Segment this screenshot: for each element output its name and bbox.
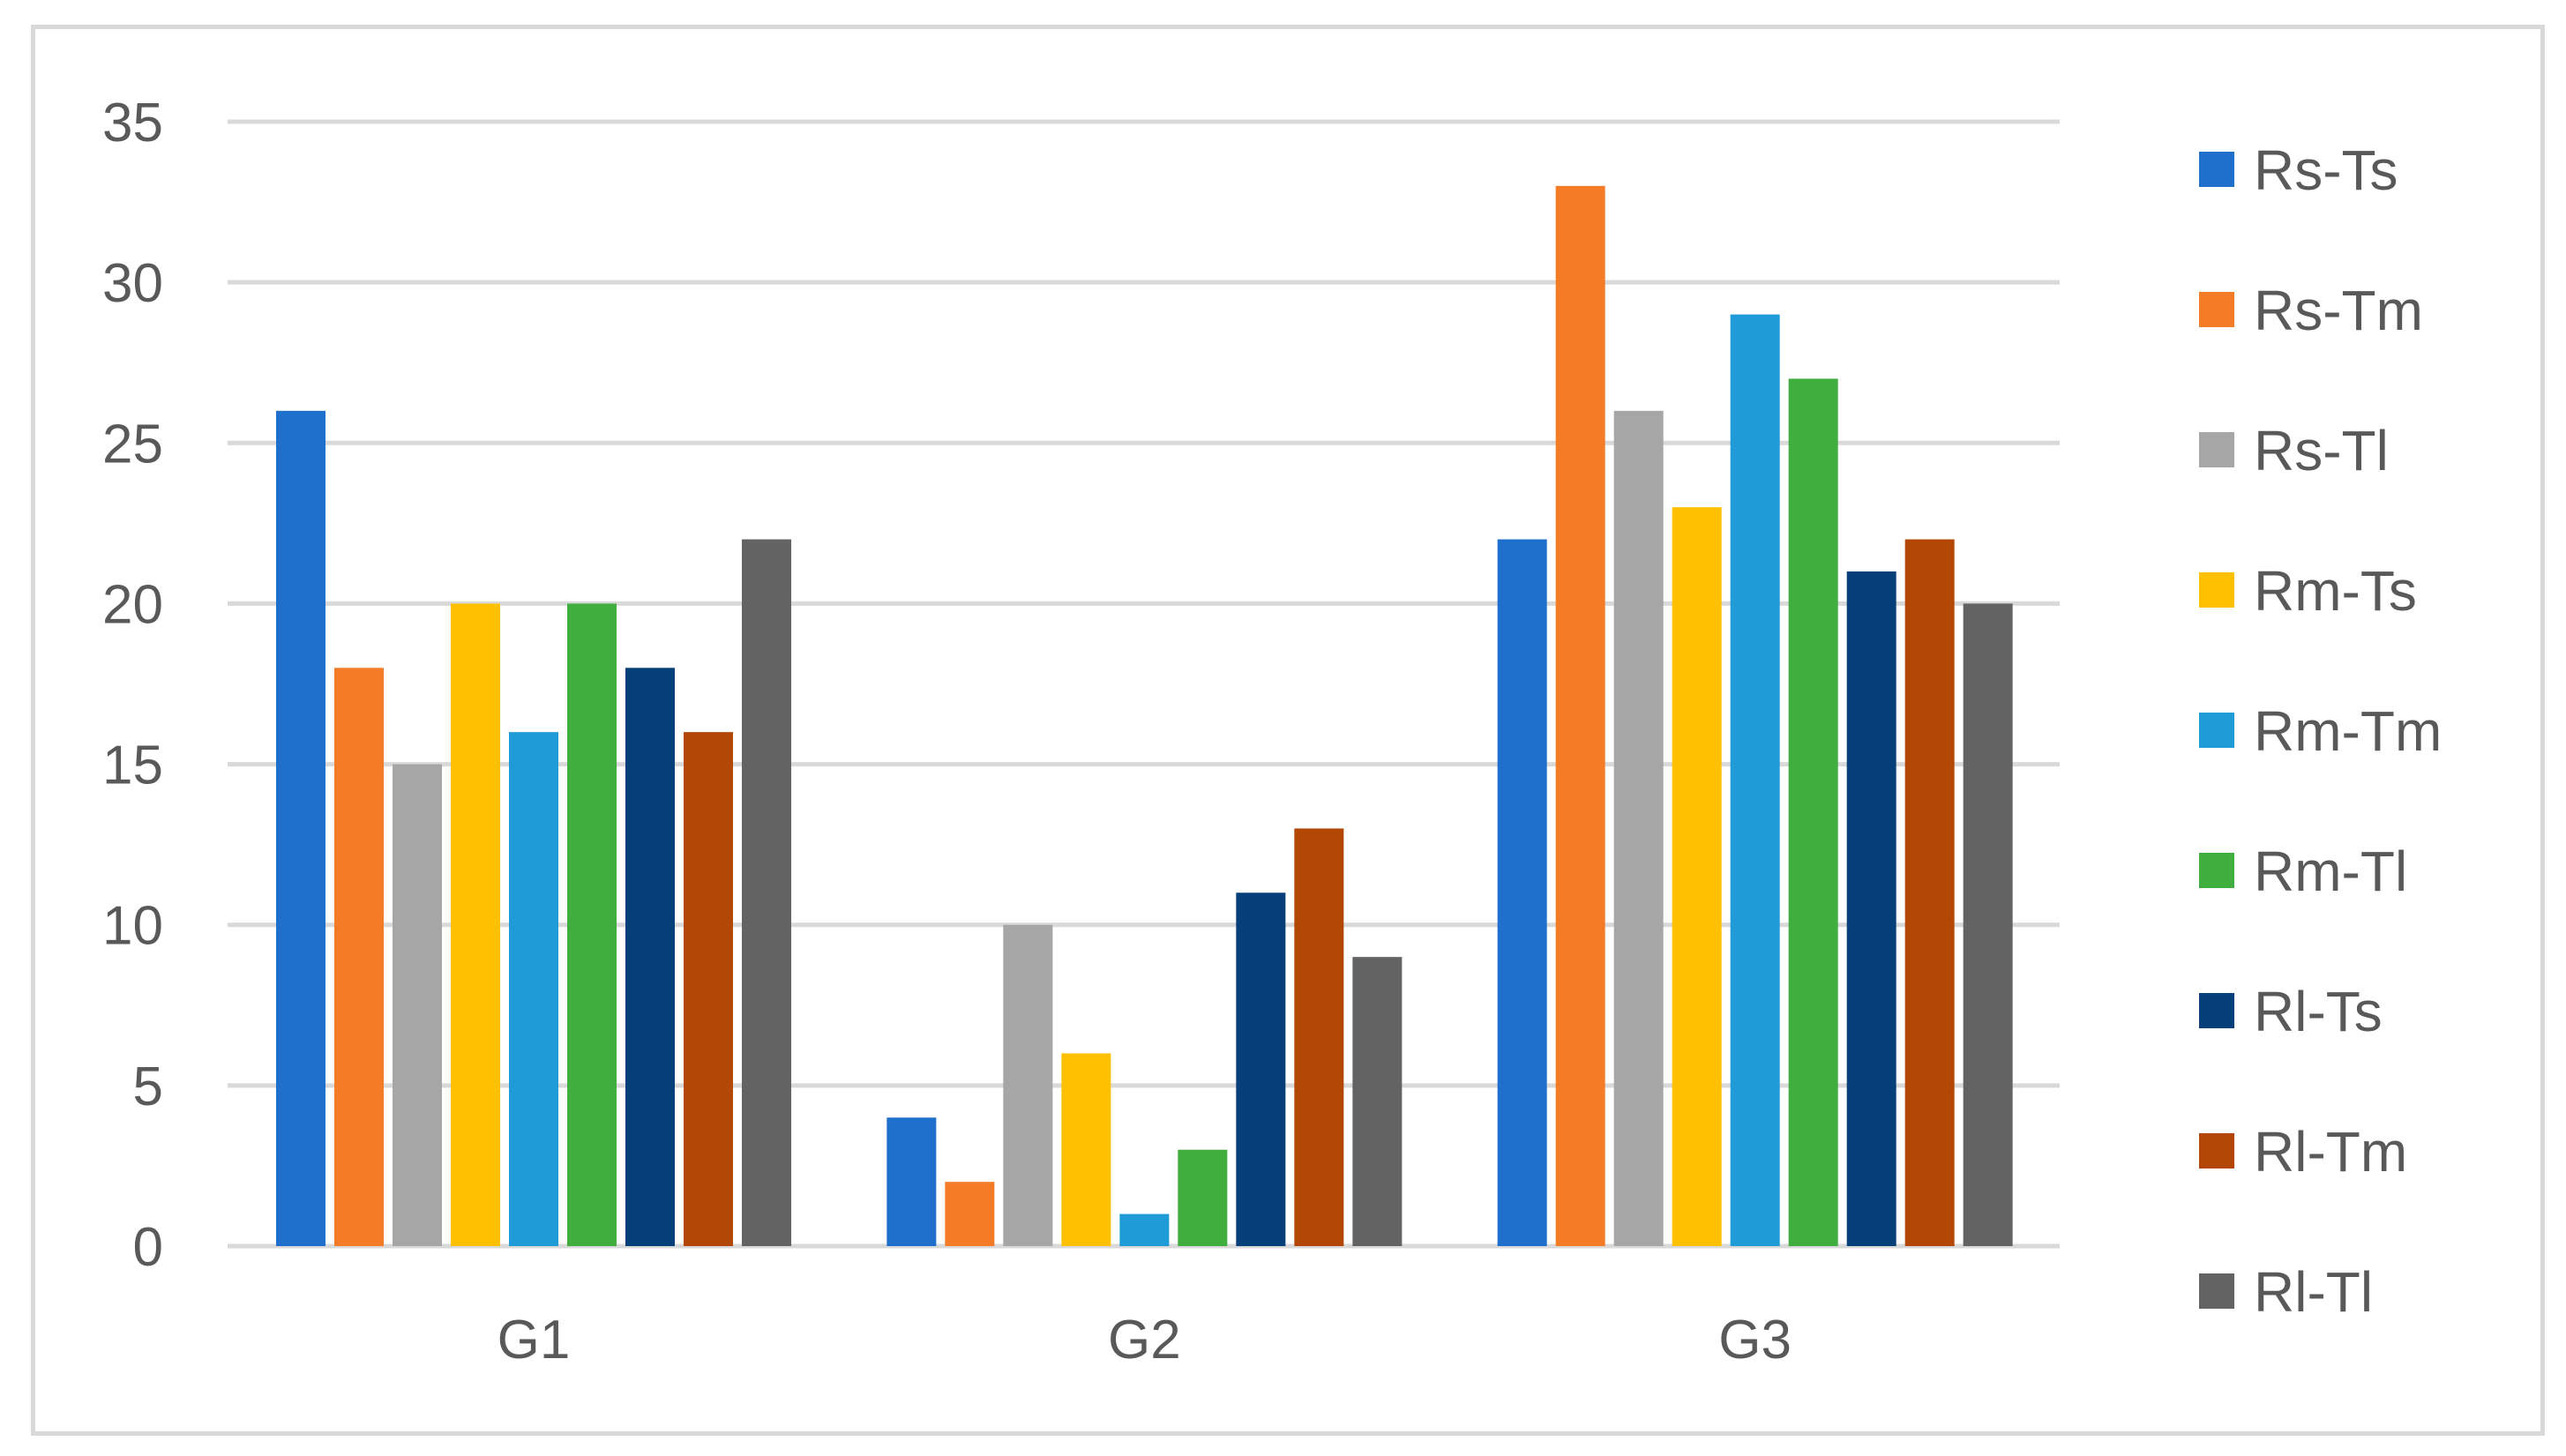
legend-swatch xyxy=(2199,993,2234,1028)
legend-swatch xyxy=(2199,1273,2234,1309)
bar-rm-tm-g2 xyxy=(1119,1213,1170,1246)
legend-swatch xyxy=(2199,292,2234,327)
legend-swatch xyxy=(2199,1133,2234,1169)
bar-rl-tl-g2 xyxy=(1352,957,1403,1246)
chart-frame xyxy=(31,25,2545,1436)
bar-rm-ts-g3 xyxy=(1672,507,1722,1246)
gridlines xyxy=(228,119,2060,1249)
legend-swatch xyxy=(2199,432,2234,467)
legend-label: Rl-Tl xyxy=(2254,1260,2373,1324)
bar-rl-tl-g1 xyxy=(742,539,791,1246)
legend-label: Rl-Ts xyxy=(2254,980,2383,1043)
bar-rs-ts-g1 xyxy=(276,410,325,1246)
y-tick-label: 20 xyxy=(102,574,163,635)
bar-rm-ts-g1 xyxy=(451,603,500,1246)
legend: Rs-Ts Rs-Tm Rs-Tl Rm-Ts Rm-Tm Rm-Tl Rl-Ts Rl-Tm… xyxy=(2199,138,2442,1324)
bar-rl-ts-g3 xyxy=(1846,571,1896,1246)
legend-swatch xyxy=(2199,152,2234,187)
y-tick-label: 25 xyxy=(102,414,163,474)
y-tick-label: 30 xyxy=(102,253,163,314)
bar-rm-tm-g1 xyxy=(509,732,558,1246)
y-tick-label: 35 xyxy=(102,93,163,153)
y-tick-label: 10 xyxy=(102,896,163,957)
bar-rl-tl-g3 xyxy=(1963,603,2013,1246)
legend-swatch xyxy=(2199,853,2234,888)
bar-rm-tm-g3 xyxy=(1730,314,1780,1247)
x-tick-label: G1 xyxy=(497,1310,571,1370)
y-tick-label: 0 xyxy=(133,1217,163,1278)
bar-rl-tm-g1 xyxy=(684,732,733,1246)
y-tick-label: 5 xyxy=(133,1057,163,1117)
bar-rs-tl-g1 xyxy=(393,764,442,1246)
bar-rm-ts-g2 xyxy=(1061,1053,1111,1246)
legend-label: Rs-Ts xyxy=(2254,138,2398,202)
bar-rs-ts-g2 xyxy=(887,1117,937,1246)
bar-rm-tl-g2 xyxy=(1178,1149,1228,1246)
bars xyxy=(276,185,2013,1247)
x-tick-label: G3 xyxy=(1718,1310,1792,1370)
bar-rm-tl-g1 xyxy=(567,603,617,1246)
x-tick-label: G2 xyxy=(1108,1310,1181,1370)
legend-label: Rl-Tm xyxy=(2254,1120,2407,1183)
bar-rm-tl-g3 xyxy=(1788,378,1838,1246)
legend-label: Rs-Tm xyxy=(2254,279,2423,342)
legend-label: Rm-Tm xyxy=(2254,699,2442,763)
bar-rl-ts-g1 xyxy=(625,668,675,1246)
bar-rl-tm-g3 xyxy=(1904,539,1955,1246)
legend-swatch xyxy=(2199,572,2234,608)
legend-label: Rm-Ts xyxy=(2254,559,2417,623)
legend-label: Rm-Tl xyxy=(2254,840,2407,903)
bar-rl-ts-g2 xyxy=(1236,892,1286,1246)
bar-rs-tm-g2 xyxy=(945,1182,995,1246)
legend-label: Rs-Tl xyxy=(2254,419,2389,482)
axes: 0 5 10 15 20 25 30 35 G1 G2 G3 xyxy=(102,93,1792,1370)
bar-rs-tl-g2 xyxy=(1003,924,1053,1246)
bar-rs-tm-g3 xyxy=(1555,185,1605,1246)
legend-swatch xyxy=(2199,713,2234,748)
bar-rl-tm-g2 xyxy=(1294,828,1344,1246)
y-tick-label: 15 xyxy=(102,735,163,796)
bar-rs-ts-g3 xyxy=(1497,539,1547,1246)
bar-rs-tm-g1 xyxy=(334,668,384,1246)
bar-rs-tl-g3 xyxy=(1613,410,1664,1246)
